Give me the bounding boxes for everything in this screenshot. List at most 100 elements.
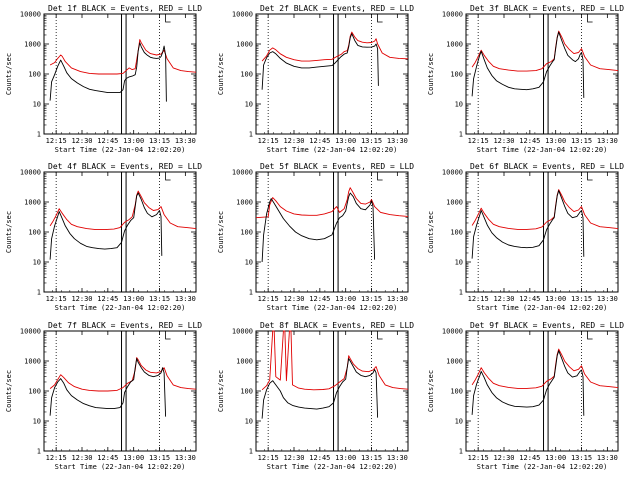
y-tick-label: 10000	[232, 328, 253, 336]
x-tick-label: 13:00	[545, 295, 566, 303]
panel-title: Det 4f BLACK = Events, RED = LLD	[48, 162, 202, 171]
y-tick-label: 1000	[24, 41, 41, 49]
x-tick-label: 12:30	[493, 295, 514, 303]
y-tick-label: 1000	[236, 41, 253, 49]
x-tick-label: 12:15	[46, 454, 67, 462]
x-axis-label: Start Time (22-Jan-04 12:02:20)	[267, 304, 398, 312]
y-tick-label: 10000	[232, 11, 253, 19]
y-tick-label: 1000	[236, 199, 253, 207]
x-axis-label: Start Time (22-Jan-04 12:02:20)	[477, 146, 608, 154]
y-axis-label: Counts/sec	[427, 211, 435, 253]
lld-series-line	[471, 30, 619, 72]
y-tick-label: 1000	[236, 358, 253, 366]
x-tick-label: 12:30	[71, 295, 92, 303]
detector-panel: Det 2f BLACK = Events, RED = LLD 1 10 100 10…	[217, 4, 414, 154]
y-tick-label: 1	[249, 289, 253, 297]
y-axis-label: Counts/sec	[427, 370, 435, 412]
y-tick-label: 100	[240, 388, 253, 396]
x-tick-label: 13:30	[387, 137, 408, 145]
plot-frame	[43, 330, 197, 452]
x-tick-label: 13:15	[361, 295, 382, 303]
x-tick-label: 12:45	[97, 137, 118, 145]
y-tick-label: 10000	[20, 169, 41, 177]
y-tick-label: 10000	[442, 11, 463, 19]
bracket-marker	[165, 172, 171, 181]
y-tick-label: 100	[450, 229, 463, 237]
y-tick-label: 100	[28, 388, 41, 396]
x-tick-label: 12:30	[283, 454, 304, 462]
x-tick-label: 12:30	[493, 137, 514, 145]
y-tick-label: 100	[450, 388, 463, 396]
plot-frame	[465, 13, 619, 135]
y-tick-label: 10	[33, 418, 41, 426]
y-tick-label: 10	[245, 418, 253, 426]
x-axis-label: Start Time (22-Jan-04 12:02:20)	[55, 463, 186, 471]
y-axis-label: Counts/sec	[217, 211, 225, 253]
x-tick-label: 12:15	[258, 454, 279, 462]
panel-title: Det 7f BLACK = Events, RED = LLD	[48, 321, 202, 330]
y-tick-label: 10	[455, 259, 463, 267]
x-axis-label: Start Time (22-Jan-04 12:02:20)	[55, 304, 186, 312]
plot-frame	[465, 330, 619, 452]
x-tick-label: 13:30	[597, 137, 618, 145]
y-tick-label: 1	[249, 448, 253, 456]
x-tick-label: 13:00	[545, 137, 566, 145]
lld-series-line	[261, 31, 409, 62]
events-series-line	[261, 192, 376, 263]
y-tick-label: 10000	[442, 169, 463, 177]
panel-title: Det 3f BLACK = Events, RED = LLD	[470, 4, 624, 13]
y-tick-label: 100	[450, 71, 463, 79]
x-tick-label: 13:30	[597, 454, 618, 462]
y-axis-label: Counts/sec	[5, 211, 13, 253]
y-tick-label: 10	[33, 259, 41, 267]
x-tick-label: 13:15	[149, 295, 170, 303]
x-axis-label: Start Time (22-Jan-04 12:02:20)	[267, 463, 398, 471]
lld-series-line	[255, 187, 409, 219]
x-tick-label: 13:30	[387, 295, 408, 303]
y-axis-label: Counts/sec	[427, 53, 435, 95]
x-tick-label: 13:30	[387, 454, 408, 462]
x-axis-label: Start Time (22-Jan-04 12:02:20)	[267, 146, 398, 154]
bracket-marker	[587, 14, 593, 23]
plot-frame	[43, 171, 197, 293]
x-tick-label: 13:00	[335, 454, 356, 462]
x-tick-label: 13:00	[545, 454, 566, 462]
x-axis-label: Start Time (22-Jan-04 12:02:20)	[477, 304, 608, 312]
x-tick-label: 12:30	[283, 137, 304, 145]
x-tick-label: 13:15	[571, 295, 592, 303]
y-tick-label: 100	[28, 229, 41, 237]
x-tick-label: 13:30	[597, 295, 618, 303]
lld-series-line	[261, 330, 409, 391]
x-tick-label: 12:45	[519, 454, 540, 462]
x-tick-label: 13:30	[175, 295, 196, 303]
events-series-line	[471, 31, 585, 98]
lld-series-line	[49, 357, 197, 392]
x-tick-label: 12:15	[468, 454, 489, 462]
events-series-line	[49, 42, 167, 102]
x-tick-label: 13:15	[149, 137, 170, 145]
x-tick-label: 13:00	[335, 295, 356, 303]
y-tick-label: 1	[459, 131, 463, 139]
plot-frame	[255, 330, 409, 452]
x-tick-label: 13:15	[149, 454, 170, 462]
bracket-marker	[377, 331, 383, 340]
y-axis-label: Counts/sec	[217, 370, 225, 412]
x-axis-label: Start Time (22-Jan-04 12:02:20)	[477, 463, 608, 471]
lld-series-line	[471, 189, 619, 230]
x-tick-label: 12:30	[71, 454, 92, 462]
y-tick-label: 10	[33, 101, 41, 109]
lld-series-line	[49, 190, 197, 231]
y-tick-label: 1000	[24, 199, 41, 207]
x-axis-label: Start Time (22-Jan-04 12:02:20)	[55, 146, 186, 154]
y-tick-label: 1	[37, 289, 41, 297]
y-tick-label: 100	[240, 229, 253, 237]
detector-panel: Det 7f BLACK = Events, RED = LLD 1 10 100 10…	[5, 321, 202, 471]
x-tick-label: 13:30	[175, 454, 196, 462]
detector-panel: Det 8f BLACK = Events, RED = LLD 1 10 100 10…	[217, 321, 414, 471]
y-axis-label: Counts/sec	[5, 370, 13, 412]
panel-title: Det 9f BLACK = Events, RED = LLD	[470, 321, 624, 330]
detector-panel: Det 1f BLACK = Events, RED = LLD 1 10 100 10…	[5, 4, 202, 154]
x-tick-label: 12:30	[493, 454, 514, 462]
x-tick-label: 13:15	[571, 137, 592, 145]
